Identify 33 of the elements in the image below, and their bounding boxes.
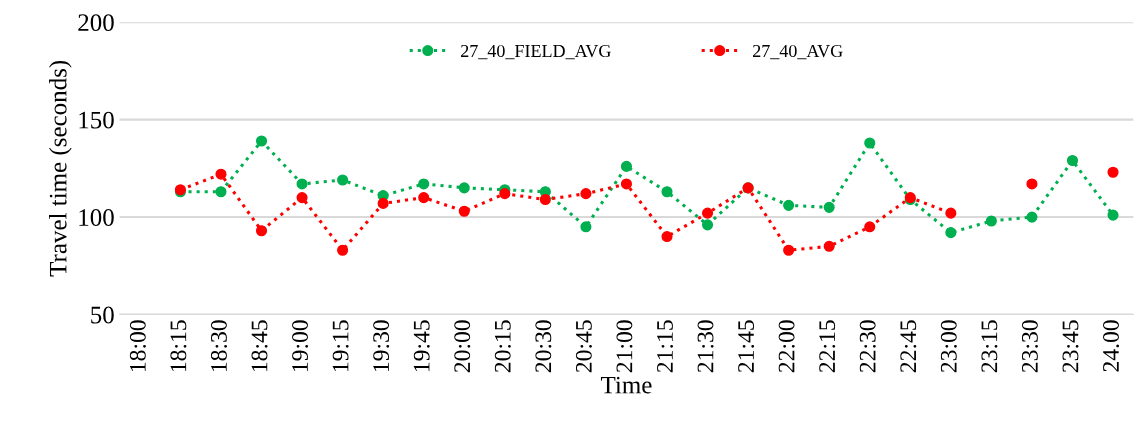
x-tick-label: 23:15 [981,320,998,373]
legend-label: 27_40_FIELD_AVG [461,44,611,60]
x-tick-label: 19:15 [332,320,349,372]
x-tick-label: 22:00 [778,320,795,373]
x-tick-label: 18:45 [251,320,268,372]
x-tick-label: 23:00 [940,320,957,373]
x-tick-label: 19:00 [292,320,309,372]
x-tick-label: 21:45 [738,320,755,373]
x-tick-label: 21:30 [697,320,714,373]
x-tick-label: 20:45 [575,320,592,373]
x-tick-label: 18:00 [129,320,146,372]
x-tick-label: 22:15 [819,320,836,373]
x-tick-label: 21:00 [616,320,633,373]
x-tick-label: 24.00 [1103,320,1120,372]
x-tick-label: 20:15 [494,320,511,373]
legend-label: 27_40_AVG [753,44,843,60]
x-tick-label: 19:45 [413,320,430,372]
x-tick-label: 21:15 [657,320,674,373]
y-axis-title: Travel time (seconds) [49,60,72,277]
y-tick-label: 100 [79,209,114,226]
x-tick-label: 19:30 [373,320,390,372]
y-tick-label: 200 [78,14,114,32]
x-tick-label: 18:15 [170,320,187,372]
y-tick-label: 50 [91,306,114,324]
x-tick-label: 18:30 [210,320,227,372]
x-axis-title: Time [600,376,652,394]
x-tick-label: 22:45 [900,320,917,373]
x-tick-label: 22:30 [859,320,876,373]
x-tick-label: 23:30 [1021,320,1038,373]
x-tick-label: 23:45 [1062,320,1079,373]
x-tick-label: 20:00 [454,320,471,373]
x-tick-label: 20:30 [535,320,552,373]
y-tick-label: 150 [79,111,114,129]
